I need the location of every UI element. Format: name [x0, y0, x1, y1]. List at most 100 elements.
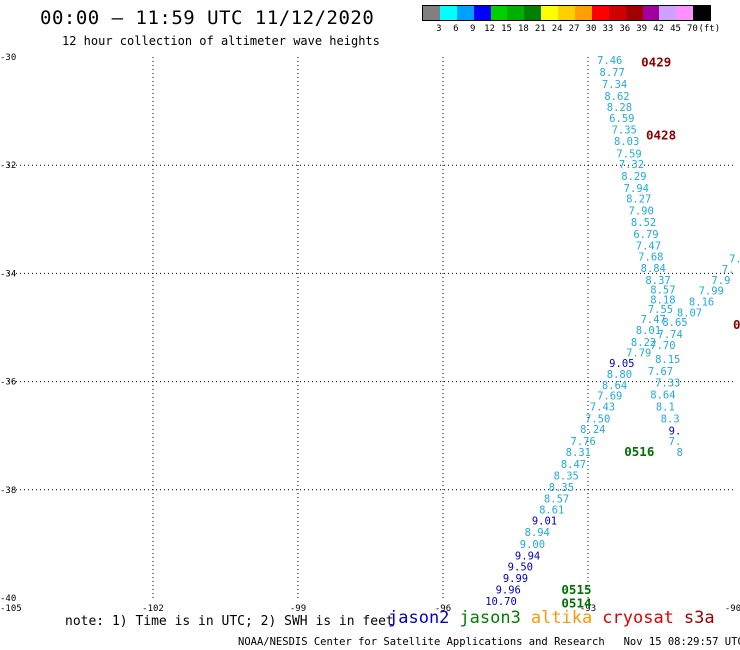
wave-height-value: 9.50	[508, 562, 533, 574]
wave-height-value: 8.64	[602, 380, 627, 392]
wave-height-value: 8.16	[689, 297, 714, 309]
legend-swatch	[659, 6, 677, 20]
legend-label: 24	[551, 24, 563, 34]
wave-height-value: 8.31	[566, 447, 591, 459]
lat-label: -34	[0, 269, 16, 279]
wave-height-value: 7.	[722, 264, 735, 276]
time-label: 0429	[641, 54, 671, 69]
wave-height-value: 9.05	[609, 358, 634, 370]
wave-height-value: 8.84	[641, 263, 666, 275]
legend-swatch	[676, 6, 694, 20]
wave-height-value: 7.	[669, 436, 682, 448]
wave-height-value: 7.79	[626, 347, 651, 359]
color-legend: 3 6 9 12 15 18 21 24 27 30 33 36 39 42 45 70 (ft)	[422, 5, 720, 35]
note-text: note: 1) Time is in UTC; 2) SWH is in fe…	[65, 614, 394, 629]
time-label: 0516	[624, 444, 654, 459]
wave-height-value: 6.79	[633, 229, 658, 241]
wave-height-value: 7.	[729, 253, 740, 265]
wave-height-value: 8.35	[554, 471, 579, 483]
time-label: 0428	[646, 127, 676, 142]
wave-height-value: 9.96	[496, 584, 521, 596]
lon-label: -96	[435, 604, 451, 614]
wave-height-value: 8.47	[561, 459, 586, 471]
legend-label: 3	[436, 24, 442, 34]
wave-height-value: 8.24	[580, 424, 605, 436]
legend-swatch	[558, 6, 576, 20]
wave-height-value: 7.47	[641, 314, 666, 326]
wave-height-value: 8.1	[656, 401, 675, 413]
wave-height-value: 8.64	[650, 390, 675, 402]
wave-height-value: 7.55	[648, 304, 673, 316]
wave-height-value: 8.07	[677, 307, 702, 319]
wave-height-value: 7.32	[619, 159, 644, 171]
wave-height-value: 7.70	[650, 340, 675, 352]
legend-label: 18	[517, 24, 529, 34]
legend-label: 42	[653, 24, 665, 34]
wave-height-value: 8.77	[600, 67, 625, 79]
wave-height-value: 6.59	[609, 113, 634, 125]
legend-label: 30	[585, 24, 597, 34]
wave-height-value: 7.99	[699, 286, 724, 298]
lon-label: -105	[0, 604, 22, 614]
wave-height-value: 8.22	[631, 337, 656, 349]
legend-swatch	[591, 6, 609, 20]
wave-height-value: 7.59	[616, 148, 641, 160]
wave-height-value: 8.62	[604, 91, 629, 103]
wave-height-value: 8.52	[631, 217, 656, 229]
wave-height-value: 7.76	[571, 436, 596, 448]
lon-label: -93	[580, 604, 596, 614]
legend-label: 9	[469, 24, 476, 34]
legend-swatch	[473, 6, 491, 20]
wave-height-value: 8.03	[614, 136, 639, 148]
lat-label: -36	[0, 378, 16, 388]
time-label: 0515	[561, 582, 591, 597]
wave-height-value: 8.80	[607, 369, 632, 381]
wave-height-value: 7.94	[624, 183, 649, 195]
wave-height-value: 9.01	[532, 516, 557, 528]
wave-height-value: 8.29	[621, 171, 646, 183]
legend-swatch	[575, 6, 592, 20]
wave-height-value: 8.27	[626, 194, 651, 206]
wave-height-value: 7.90	[629, 206, 654, 218]
legend-label: 33	[602, 24, 614, 34]
wave-height-value: 7.47	[636, 240, 661, 252]
lat-label: -38	[0, 486, 16, 496]
legend-swatches	[422, 5, 712, 21]
legend-swatch	[541, 6, 559, 20]
legend-swatch	[456, 6, 474, 20]
legend-label: 70	[686, 24, 698, 34]
map-title: 00:00 – 11:59 UTC 11/12/2020	[40, 7, 375, 29]
legend-swatch	[625, 6, 643, 20]
wave-height-value: 7.34	[602, 79, 627, 91]
wave-height-value: 7.67	[648, 366, 673, 378]
legend-label: 36	[619, 24, 631, 34]
lat-label: -30	[0, 53, 16, 63]
time-label: 0514	[561, 595, 591, 610]
wave-height-value: 8.3	[661, 413, 680, 425]
lon-label: -99	[290, 604, 306, 614]
legend-swatch	[693, 6, 711, 20]
map-subtitle: 12 hour collection of altimeter wave hei…	[62, 34, 380, 48]
lon-label: -90	[725, 604, 740, 614]
wave-height-value: 8.35	[549, 482, 574, 494]
lat-label: -40	[0, 594, 16, 604]
legend-label: 15	[501, 24, 512, 34]
legend-labels: 3 6 9 12 15 18 21 24 27 30 33 36 39 42 45 70 (ft)	[422, 21, 720, 35]
wave-height-value: 7.33	[655, 378, 680, 390]
satellite-s3a: s3a	[683, 608, 715, 628]
wave-height-value: 8	[677, 447, 683, 459]
lon-label: -102	[142, 604, 164, 614]
wave-height-value: 8.57	[650, 285, 675, 297]
satellite-jason3: jason3	[459, 608, 521, 628]
wave-height-value: 7.43	[590, 401, 615, 413]
lat-label: -32	[0, 161, 16, 171]
legend-label: 39	[636, 24, 648, 34]
legend-swatch	[439, 6, 457, 20]
legend-swatch	[524, 6, 542, 20]
wave-height-value: 10.70	[485, 596, 517, 608]
legend-label: 27	[568, 24, 580, 34]
legend-label: 6	[453, 24, 459, 34]
legend-swatch	[490, 6, 508, 20]
legend-swatch	[507, 6, 525, 20]
